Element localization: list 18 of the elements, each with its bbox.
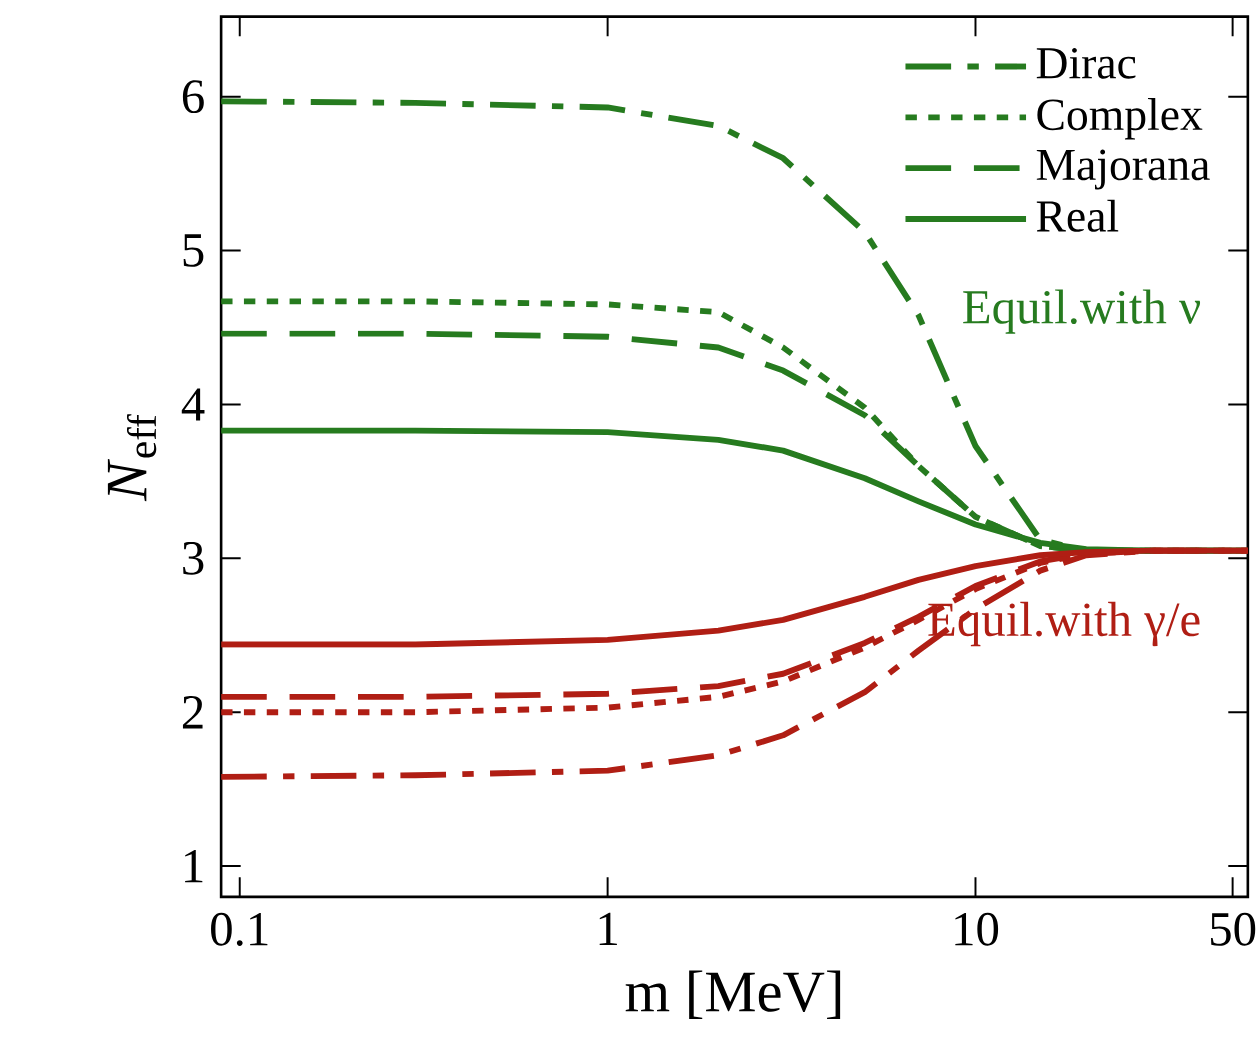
x-tick-label: 50 [1211,912,1256,946]
legend-label: Dirac [1036,48,1136,79]
y-axis-title: N$_{eff}$ [107,414,157,502]
y-tick-label: 3 [183,542,204,575]
x-tick-label: 10 [955,912,999,946]
y-tick-label: 1 [185,850,203,883]
legend-label: Real [1036,199,1119,232]
x-tick-label: 0.1 [211,912,268,947]
x-tick-label: 1 [599,912,617,946]
annotation: Equil.with γ/e [928,602,1200,647]
y-tick-label: 6 [182,80,204,114]
y-tick-label: 2 [182,696,203,729]
legend-label: Complex [1037,98,1203,140]
y-tick-label: 4 [181,388,205,421]
legend-label: Majorana [1036,149,1210,190]
annotation: Equil.with ν [963,289,1201,334]
x-axis-title: m [MeV] [625,970,841,1020]
y-tick-label: 5 [183,234,204,267]
